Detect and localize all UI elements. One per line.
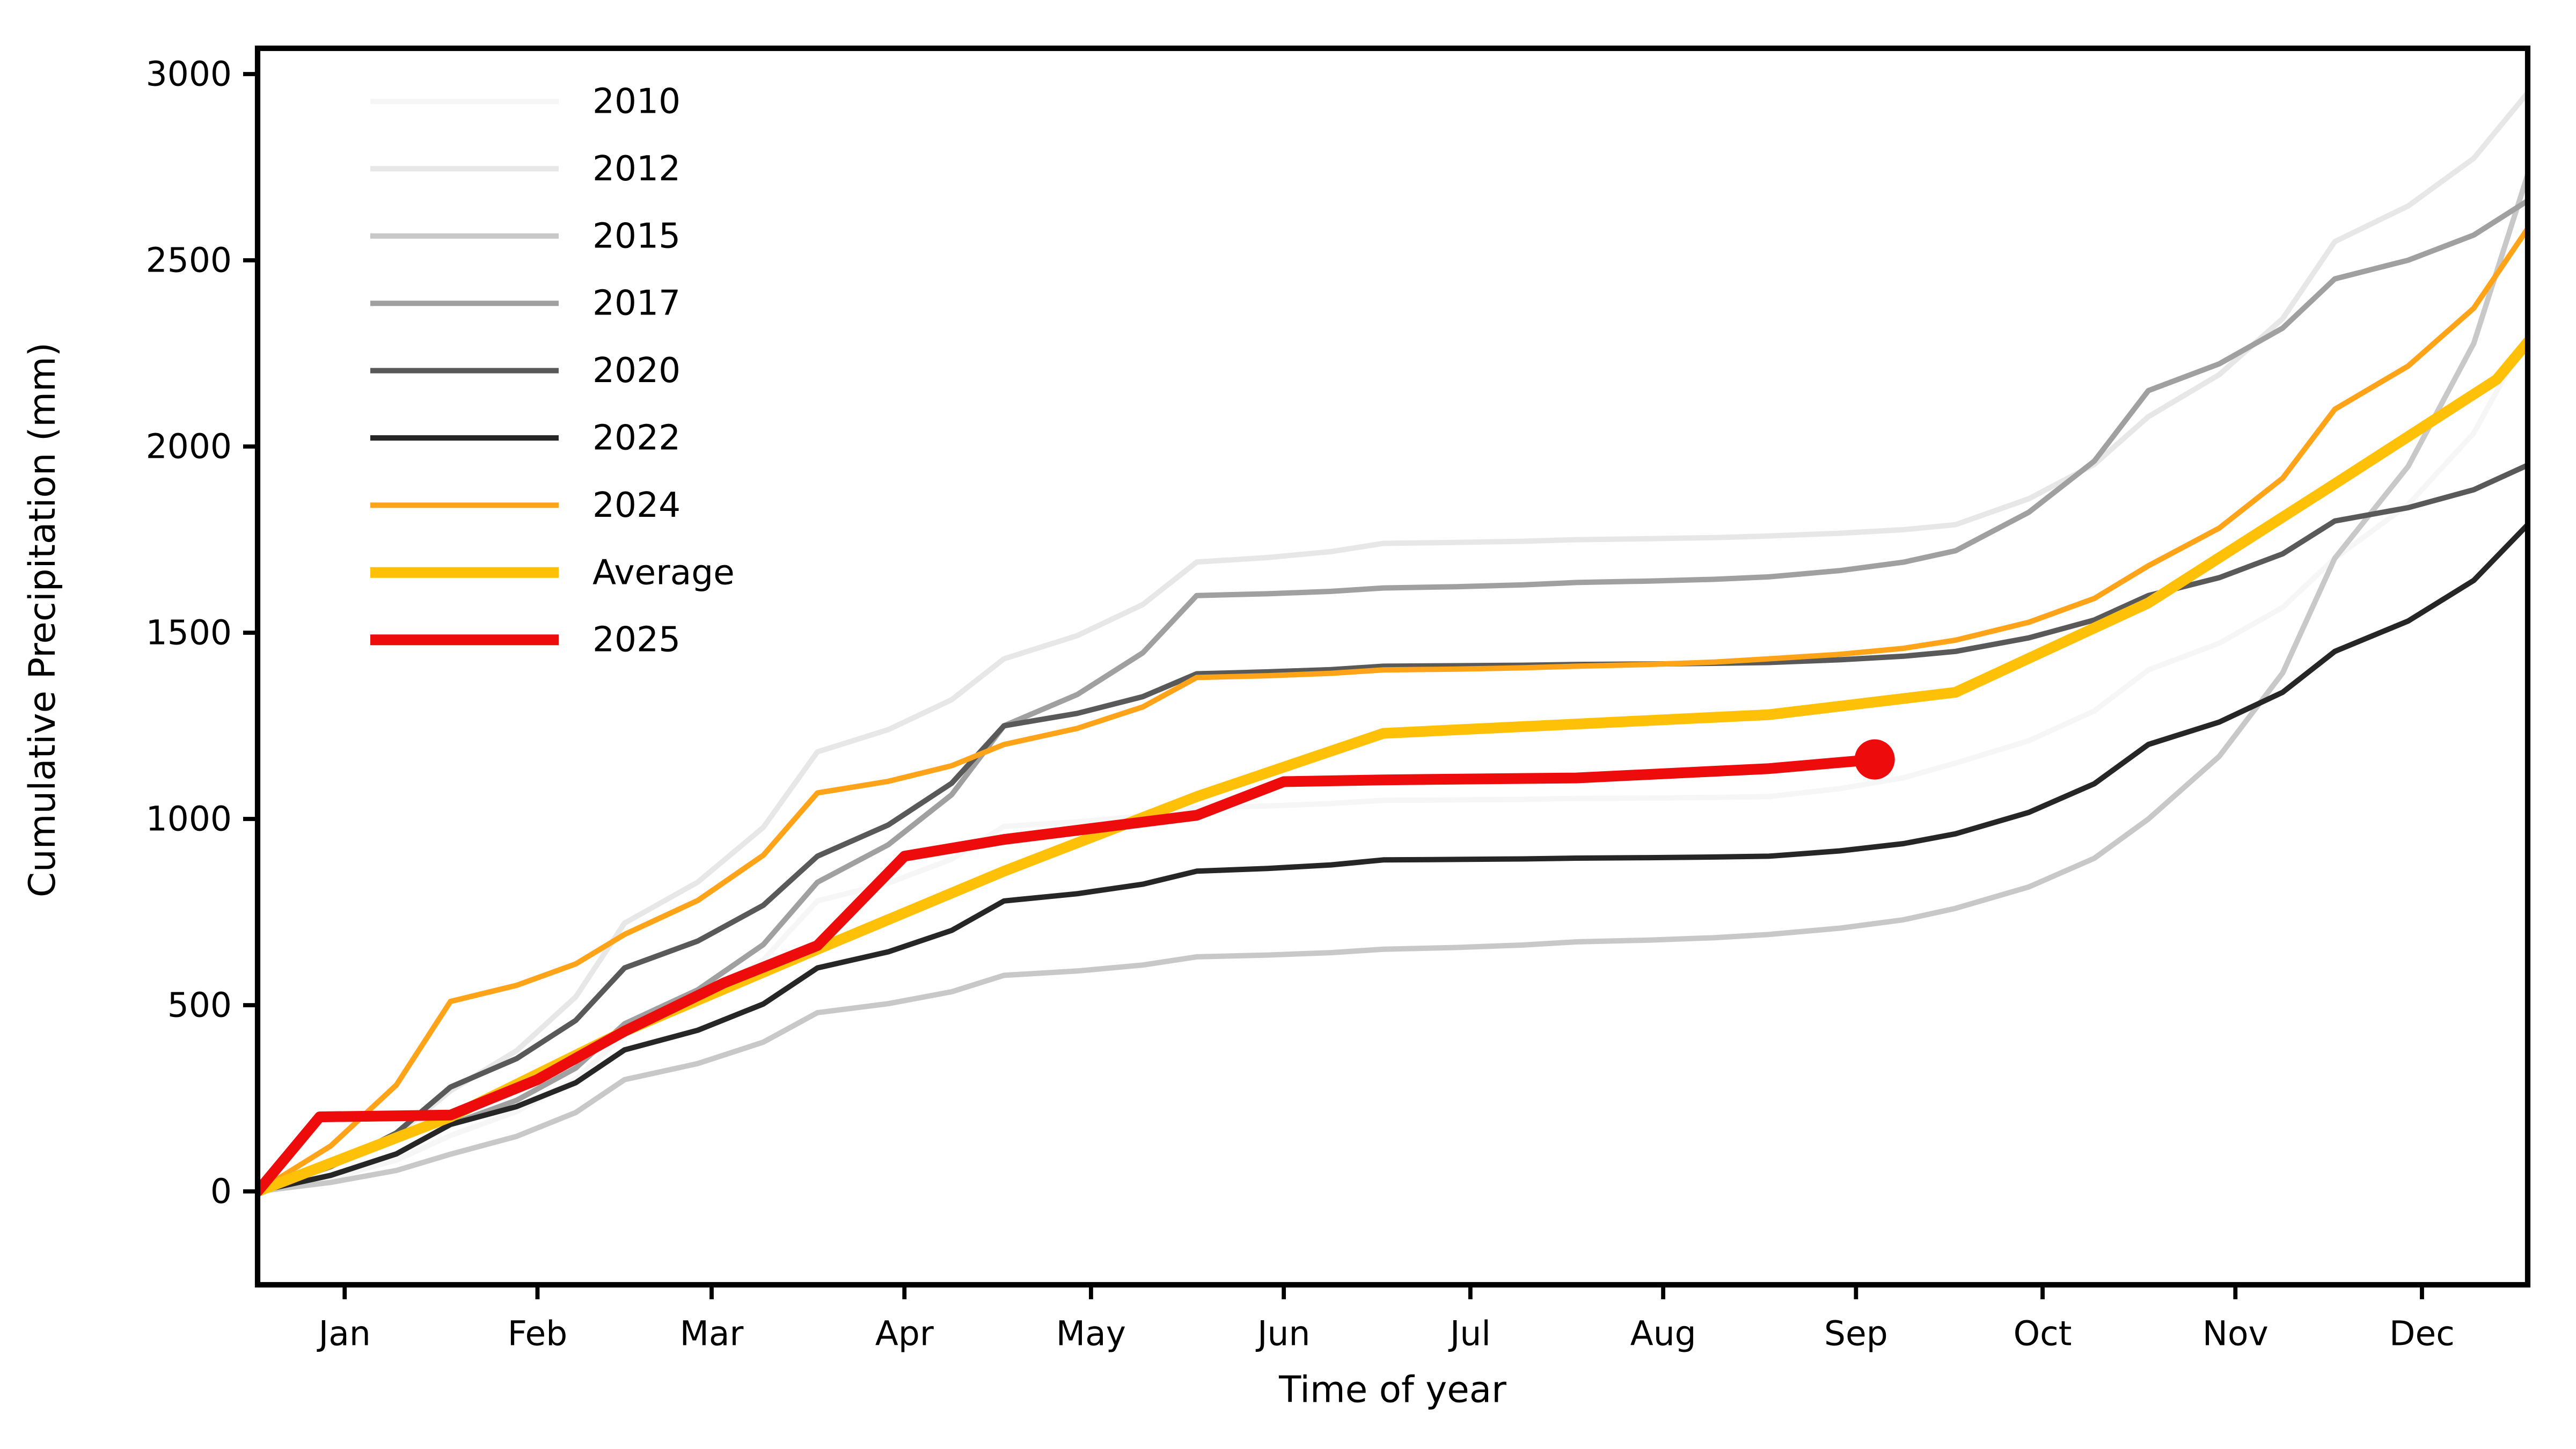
legend-label-average: Average: [592, 552, 735, 592]
y-tick-label-2500: 2500: [146, 241, 232, 280]
legend-label-2012: 2012: [592, 149, 680, 189]
x-tick-label-apr: Apr: [875, 1314, 934, 1353]
x-tick-label-dec: Dec: [2389, 1314, 2455, 1353]
x-tick-label-aug: Aug: [1630, 1314, 1696, 1353]
x-tick-label-jan: Jan: [317, 1314, 371, 1353]
legend-label-2025: 2025: [592, 620, 680, 660]
x-axis-label: Time of year: [1278, 1368, 1506, 1410]
y-tick-label-1500: 1500: [146, 613, 232, 653]
series-line-2022: [258, 522, 2528, 1194]
y-tick-label-1000: 1000: [146, 800, 232, 839]
legend-label-2024: 2024: [592, 485, 680, 525]
x-tick-label-may: May: [1056, 1314, 1126, 1353]
x-tick-label-nov: Nov: [2202, 1314, 2268, 1353]
series-line-2017: [258, 198, 2528, 1194]
y-tick-label-3000: 3000: [146, 55, 232, 94]
x-tick-label-jul: Jul: [1448, 1314, 1491, 1353]
series-2025-end-dot: [1854, 739, 1895, 780]
axes-box: [254, 45, 2531, 1288]
series-line-2015: [258, 172, 2528, 1194]
series-line-2010: [258, 332, 2528, 1194]
x-tick-label-mar: Mar: [680, 1314, 744, 1353]
y-tick-label-500: 500: [167, 986, 232, 1025]
legend-label-2015: 2015: [592, 216, 680, 256]
y-tick-label-0: 0: [210, 1172, 232, 1211]
x-tick-label-sep: Sep: [1824, 1314, 1888, 1353]
legend-label-2022: 2022: [592, 418, 680, 458]
x-tick-label-feb: Feb: [508, 1314, 568, 1353]
series-line-2012: [258, 90, 2528, 1194]
legend-label-2017: 2017: [592, 283, 680, 324]
x-tick-label-jun: Jun: [1255, 1314, 1310, 1353]
x-tick-label-oct: Oct: [2014, 1314, 2072, 1353]
legend-label-2010: 2010: [592, 82, 680, 122]
series-line-2025: [258, 754, 1880, 1197]
y-tick-label-2000: 2000: [146, 427, 232, 466]
series-line-2024: [258, 226, 2528, 1194]
y-axis-label: Cumulative Precipitation (mm): [21, 342, 63, 897]
series-line-2020: [258, 462, 2528, 1194]
series-line-average: [258, 336, 2528, 1197]
legend-label-2020: 2020: [592, 350, 680, 391]
